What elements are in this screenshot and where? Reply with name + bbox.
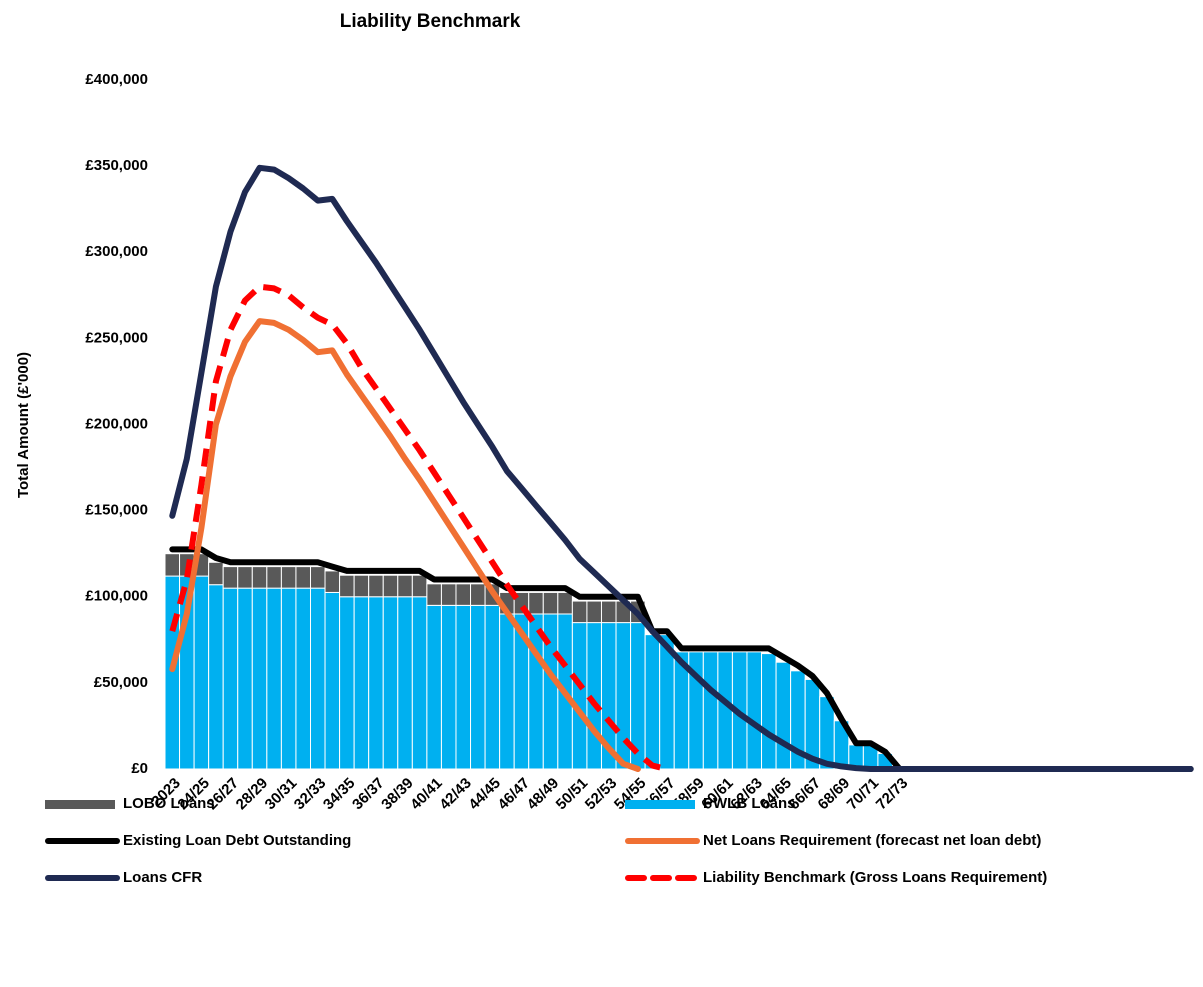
bar	[208, 584, 224, 770]
bar	[557, 591, 573, 615]
bar	[324, 570, 341, 593]
legend-swatch	[625, 800, 695, 809]
bar	[368, 574, 384, 598]
x-tick-label: 28/29	[233, 775, 272, 814]
bar	[382, 596, 399, 770]
x-tick-label: 46/47	[495, 775, 534, 814]
bar	[368, 596, 384, 770]
bar	[280, 587, 297, 770]
bar	[440, 604, 457, 770]
x-tick-label: 68/69	[815, 775, 854, 814]
bar	[397, 596, 413, 770]
bar	[644, 634, 661, 770]
x-tick-label: 38/39	[378, 775, 417, 814]
bar	[411, 574, 428, 598]
bar	[164, 553, 181, 577]
bar	[411, 596, 428, 770]
y-tick-label: £200,000	[85, 415, 148, 432]
bar	[542, 591, 559, 615]
bar	[193, 575, 210, 770]
bar	[251, 587, 268, 770]
bar	[470, 604, 486, 770]
bar	[251, 566, 268, 589]
bar	[470, 583, 486, 606]
bar	[237, 566, 253, 589]
bar	[455, 583, 472, 606]
y-tick-label: £50,000	[94, 674, 148, 691]
bar	[339, 596, 355, 770]
bar	[746, 651, 763, 770]
chart-title: Liability Benchmark	[340, 11, 521, 32]
bar	[164, 575, 181, 770]
bar	[586, 600, 602, 624]
legend-swatch	[45, 800, 115, 809]
line	[169, 283, 668, 772]
legend-label: PWLB Loans	[703, 795, 796, 812]
bar	[266, 587, 282, 770]
bar	[440, 583, 457, 606]
bar	[397, 574, 413, 598]
legend-label: LOBO Loans	[123, 795, 215, 812]
y-tick-label: £300,000	[85, 243, 148, 260]
bar	[295, 566, 311, 589]
legend-label: Loans CFR	[123, 869, 202, 886]
bar	[600, 600, 617, 624]
bar	[353, 574, 370, 598]
bar	[324, 591, 341, 770]
bar	[455, 604, 472, 770]
bar	[717, 651, 733, 770]
x-tick-label: 34/35	[320, 775, 359, 814]
x-tick-label: 36/37	[349, 775, 388, 814]
bar	[586, 622, 602, 770]
y-tick-label: £400,000	[85, 71, 148, 88]
bar	[309, 566, 326, 589]
bar	[280, 566, 297, 589]
bar	[528, 591, 544, 615]
x-tick-label: 48/49	[524, 775, 563, 814]
bar	[222, 587, 239, 770]
bar	[426, 604, 442, 770]
x-tick-label: 72/73	[873, 775, 912, 814]
bar	[571, 622, 588, 770]
y-tick-label: £100,000	[85, 588, 148, 605]
bar	[702, 651, 719, 770]
bar	[426, 583, 442, 606]
bar	[295, 587, 311, 770]
x-tick-label: 32/33	[291, 775, 330, 814]
line	[169, 318, 641, 772]
legend-label: Existing Loan Debt Outstanding	[123, 832, 351, 849]
bar	[775, 661, 792, 770]
y-tick-label: £0	[131, 760, 148, 777]
bar	[571, 600, 588, 624]
x-tick-label: 40/41	[407, 775, 446, 814]
y-tick-label: £350,000	[85, 157, 148, 174]
bar	[761, 653, 777, 770]
bar	[222, 566, 239, 589]
bar	[309, 587, 326, 770]
y-tick-label: £250,000	[85, 329, 148, 346]
bar	[266, 566, 282, 589]
bar	[499, 613, 515, 770]
y-axis-title: Total Amount (£'000)	[15, 352, 32, 498]
bar	[208, 561, 224, 586]
bar	[237, 587, 253, 770]
bar	[339, 574, 355, 598]
x-tick-label: 70/71	[844, 775, 883, 814]
x-tick-label: 50/51	[553, 775, 592, 814]
x-tick-label: 42/43	[436, 775, 475, 814]
x-tick-label: 44/45	[465, 775, 504, 814]
x-tick-label: 30/31	[262, 775, 301, 814]
bar	[353, 596, 370, 770]
legend-label: Liability Benchmark (Gross Loans Require…	[703, 869, 1047, 886]
line	[169, 164, 1194, 772]
bar	[484, 604, 501, 770]
y-tick-label: £150,000	[85, 502, 148, 519]
legend-label: Net Loans Requirement (forecast net loan…	[703, 832, 1041, 849]
bar	[382, 574, 399, 598]
x-tick-label: 52/53	[582, 775, 621, 814]
